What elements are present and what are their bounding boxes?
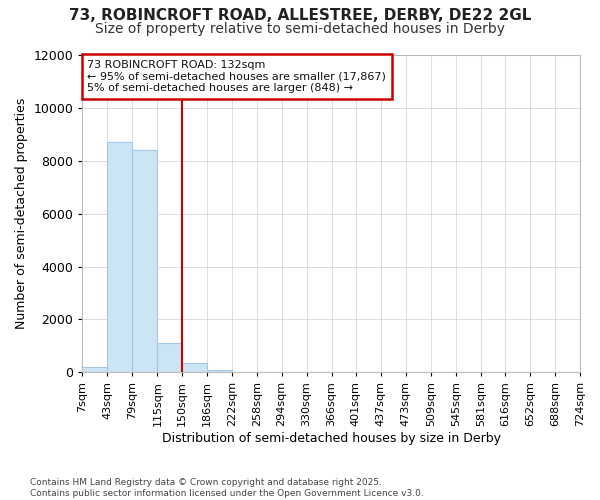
- Text: 73 ROBINCROFT ROAD: 132sqm
← 95% of semi-detached houses are smaller (17,867)
5%: 73 ROBINCROFT ROAD: 132sqm ← 95% of semi…: [88, 60, 386, 93]
- Bar: [107, 142, 133, 372]
- Bar: [206, 370, 232, 372]
- Bar: [182, 363, 206, 372]
- Bar: [157, 343, 182, 372]
- Y-axis label: Number of semi-detached properties: Number of semi-detached properties: [15, 98, 28, 330]
- Text: 73, ROBINCROFT ROAD, ALLESTREE, DERBY, DE22 2GL: 73, ROBINCROFT ROAD, ALLESTREE, DERBY, D…: [69, 8, 531, 22]
- Text: Size of property relative to semi-detached houses in Derby: Size of property relative to semi-detach…: [95, 22, 505, 36]
- Bar: [133, 150, 157, 372]
- Bar: [82, 367, 107, 372]
- X-axis label: Distribution of semi-detached houses by size in Derby: Distribution of semi-detached houses by …: [162, 432, 501, 445]
- Text: Contains HM Land Registry data © Crown copyright and database right 2025.
Contai: Contains HM Land Registry data © Crown c…: [30, 478, 424, 498]
